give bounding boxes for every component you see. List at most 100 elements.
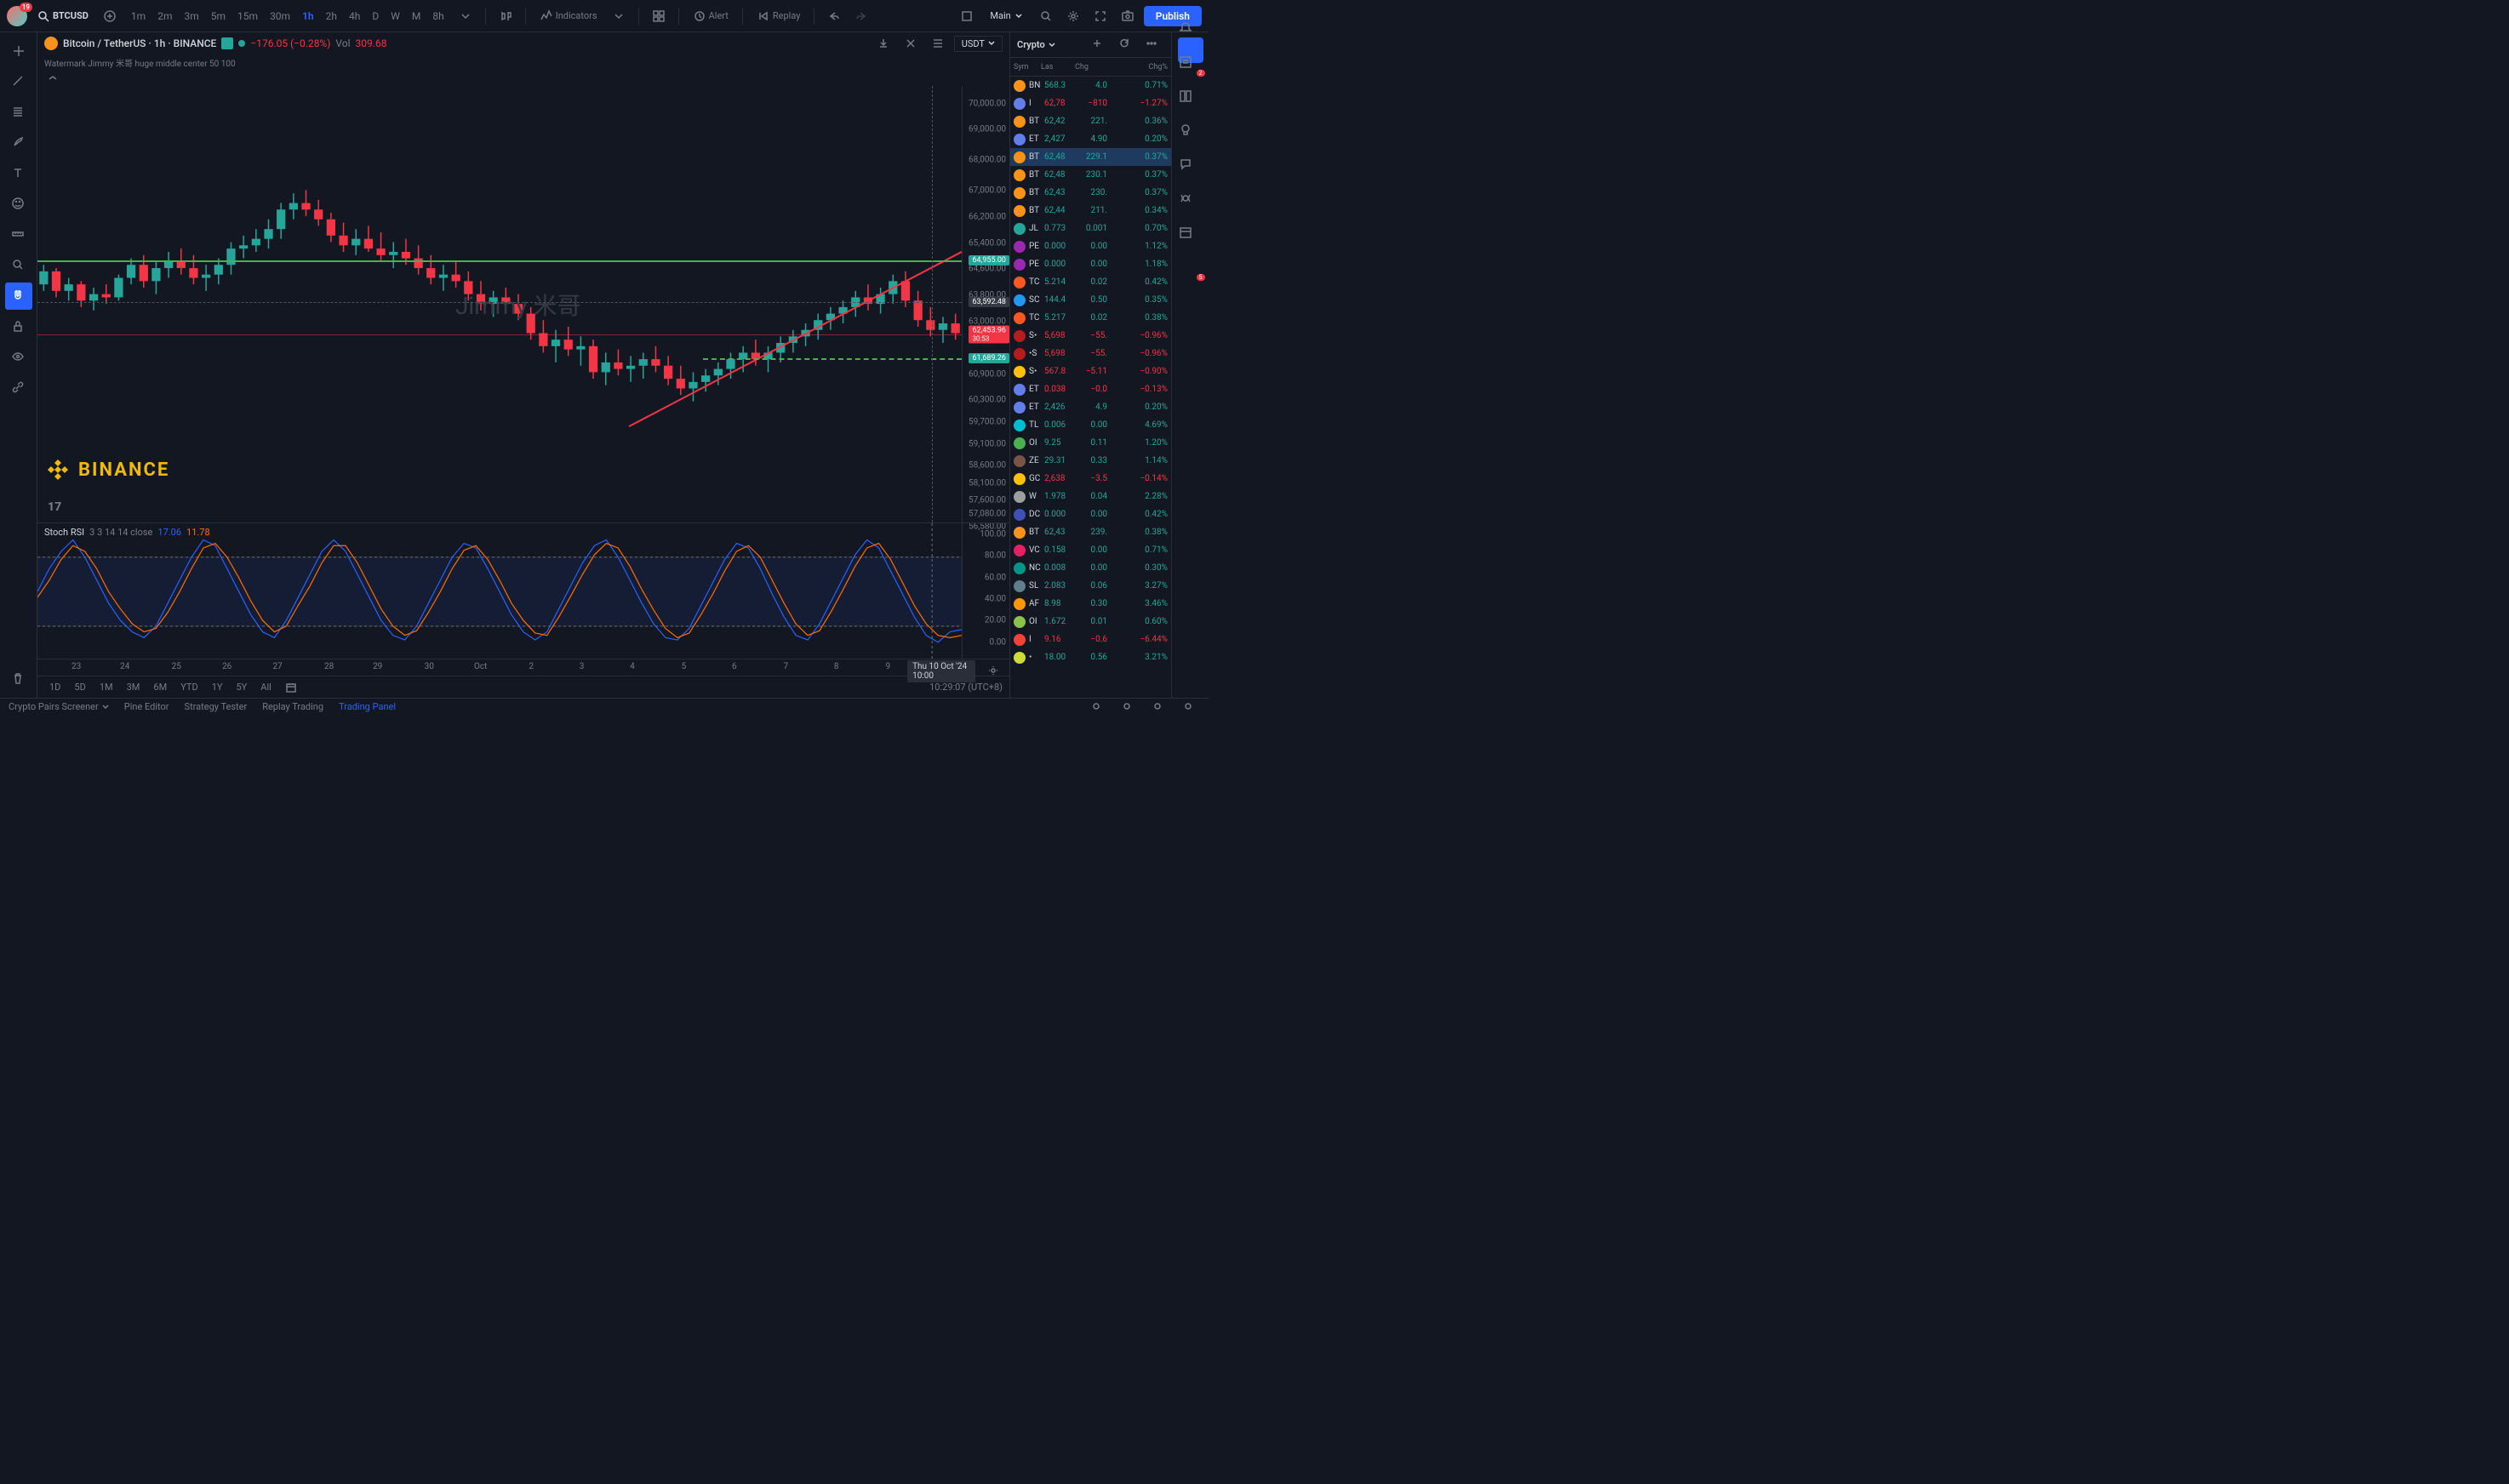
- watchlist-row[interactable]: VC 0.158 0.00 0.71%: [1010, 541, 1171, 559]
- symbol-search[interactable]: BTCUSD: [32, 8, 94, 25]
- watchlist-row[interactable]: BT 62,42 221. 0.36%: [1010, 112, 1171, 130]
- watchlist-row[interactable]: BT 62,48 229.1 0.37%: [1010, 148, 1171, 166]
- trendline-tool[interactable]: [5, 68, 32, 95]
- watchlist-row[interactable]: BT 62,48 230.1 0.37%: [1010, 166, 1171, 184]
- watchlist-row[interactable]: BN 568.3 4.0 0.71%: [1010, 77, 1171, 94]
- watchlist-refresh-button[interactable]: [1115, 34, 1137, 56]
- watchlist-row[interactable]: OI 9.25 0.11 1.20%: [1010, 434, 1171, 452]
- redo-button[interactable]: [850, 5, 872, 27]
- watchlist-add-button[interactable]: [1088, 34, 1110, 56]
- watchlist-row[interactable]: W 1.978 0.04 2.28%: [1010, 488, 1171, 505]
- range-1M[interactable]: 1M: [94, 679, 118, 695]
- watchlist-row[interactable]: ET 2,426 4.9 0.20%: [1010, 398, 1171, 416]
- fullscreen-button[interactable]: [1089, 5, 1112, 27]
- watchlist-row[interactable]: NC 0.008 0.00 0.30%: [1010, 559, 1171, 577]
- interval-M[interactable]: M: [407, 7, 426, 26]
- watchlist-row[interactable]: SL 2.083 0.06 3.27%: [1010, 577, 1171, 595]
- layout-button[interactable]: [956, 5, 978, 27]
- footer-tab-1[interactable]: Pine Editor: [124, 701, 169, 712]
- calendar-button[interactable]: [280, 676, 302, 699]
- link-tool[interactable]: [5, 374, 32, 402]
- interval-8h[interactable]: 8h: [427, 7, 449, 26]
- watchlist-more-button[interactable]: [1142, 34, 1164, 56]
- watchlist-row[interactable]: BT 62,43 239. 0.38%: [1010, 523, 1171, 541]
- main-chart-canvas[interactable]: Jimmy 米哥 BINANCE 17: [37, 86, 962, 522]
- footer-dot-icon[interactable]: [1086, 696, 1108, 718]
- range-All[interactable]: All: [255, 679, 277, 695]
- watchlist-row[interactable]: ET 0.038 −0.0 −0.13%: [1010, 380, 1171, 398]
- range-5D[interactable]: 5D: [69, 679, 90, 695]
- watchlist-row[interactable]: I 62,78 −810 −1.27%: [1010, 94, 1171, 112]
- watchlist-row[interactable]: JL 0.773 0.001 0.70%: [1010, 220, 1171, 237]
- magnet-tool[interactable]: [5, 283, 32, 310]
- interval-1h[interactable]: 1h: [297, 7, 319, 26]
- watchlist-row[interactable]: ZE 29.31 0.33 1.14%: [1010, 452, 1171, 470]
- settings-button[interactable]: [1062, 5, 1084, 27]
- range-3M[interactable]: 3M: [122, 679, 146, 695]
- watchlist-row[interactable]: TL 0.006 0.00 4.69%: [1010, 416, 1171, 434]
- cursor-tool[interactable]: [5, 37, 32, 65]
- interval-2m[interactable]: 2m: [152, 7, 177, 26]
- watchlist-row[interactable]: PE 0.000 0.00 1.12%: [1010, 237, 1171, 255]
- watchlist-row[interactable]: S• 5,698 −55. −0.96%: [1010, 327, 1171, 345]
- range-5Y[interactable]: 5Y: [231, 679, 252, 695]
- footer-grid-icon[interactable]: [1117, 696, 1139, 718]
- legend-collapse-button[interactable]: [44, 72, 61, 84]
- brush-tool[interactable]: [5, 129, 32, 157]
- footer-tab-2[interactable]: Strategy Tester: [185, 701, 248, 712]
- emoji-tool[interactable]: [5, 191, 32, 218]
- lock-tool[interactable]: [5, 313, 32, 340]
- range-YTD[interactable]: YTD: [175, 679, 203, 695]
- watchlist-title[interactable]: Crypto: [1017, 39, 1055, 50]
- fib-tool[interactable]: [5, 99, 32, 126]
- time-settings-icon[interactable]: [984, 661, 1006, 683]
- add-symbol-button[interactable]: [99, 5, 121, 27]
- chart-close-icon[interactable]: [900, 32, 922, 54]
- user-avatar[interactable]: 19: [7, 6, 27, 26]
- watchlist-row[interactable]: •S 5,698 −55. −0.96%: [1010, 345, 1171, 362]
- interval-1m[interactable]: 1m: [126, 7, 151, 26]
- snapshot-button[interactable]: [1117, 5, 1139, 27]
- indicator-axis[interactable]: 100.0080.0060.0040.0020.000.00: [962, 523, 1009, 659]
- watchlist-row[interactable]: I 9.16 −0.6 −6.44%: [1010, 631, 1171, 648]
- watchlist-row[interactable]: BT 62,44 211. 0.34%: [1010, 202, 1171, 220]
- watchlist-row[interactable]: DC 0.000 0.00 0.42%: [1010, 505, 1171, 523]
- interval-dropdown[interactable]: [454, 5, 477, 27]
- undo-button[interactable]: [823, 5, 845, 27]
- interval-15m[interactable]: 15m: [232, 7, 263, 26]
- range-6M[interactable]: 6M: [148, 679, 172, 695]
- indicators-dropdown[interactable]: [608, 5, 630, 27]
- chart-menu-icon[interactable]: [927, 32, 949, 54]
- watchlist-row[interactable]: S• 567.8 −5.11 −0.90%: [1010, 362, 1171, 380]
- calendar-tab[interactable]: 5: [1178, 276, 1203, 301]
- watchlist-row[interactable]: AF 8.98 0.30 3.46%: [1010, 595, 1171, 613]
- templates-button[interactable]: [648, 5, 670, 27]
- footer-expand-icon[interactable]: [1178, 696, 1200, 718]
- currency-selector[interactable]: USDT: [954, 36, 1003, 52]
- interval-30m[interactable]: 30m: [265, 7, 295, 26]
- interval-3m[interactable]: 3m: [179, 7, 203, 26]
- watchlist-row[interactable]: SC 144.4 0.50 0.35%: [1010, 291, 1171, 309]
- replay-button[interactable]: Replay: [752, 6, 806, 26]
- footer-tab-3[interactable]: Replay Trading: [262, 701, 323, 712]
- interval-2h[interactable]: 2h: [321, 7, 342, 26]
- interval-W[interactable]: W: [386, 7, 405, 26]
- watchlist-row[interactable]: OI 1.672 0.01 0.60%: [1010, 613, 1171, 631]
- interval-4h[interactable]: 4h: [344, 7, 365, 26]
- range-1D[interactable]: 1D: [44, 679, 66, 695]
- indicators-button[interactable]: Indicators: [534, 6, 603, 26]
- footer-tab-0[interactable]: Crypto Pairs Screener: [9, 701, 99, 712]
- eye-tool[interactable]: [5, 344, 32, 371]
- watchlist-row[interactable]: PE 0.000 0.00 1.18%: [1010, 255, 1171, 273]
- watchlist-row[interactable]: ET 2,427 4.90 0.20%: [1010, 130, 1171, 148]
- alert-button[interactable]: Alert: [688, 6, 734, 26]
- zoom-tool[interactable]: [5, 252, 32, 279]
- watchlist-row[interactable]: • 18.00 0.56 3.21%: [1010, 648, 1171, 666]
- indicator-canvas[interactable]: Stoch RSI 3 3 14 14 close 17.06 11.78: [37, 523, 962, 659]
- watchlist-row[interactable]: GC 2,638 −3.5 −0.14%: [1010, 470, 1171, 488]
- interval-D[interactable]: D: [367, 7, 384, 26]
- footer-more-icon[interactable]: [1147, 696, 1169, 718]
- interval-5m[interactable]: 5m: [206, 7, 231, 26]
- watchlist-row[interactable]: TC 5.217 0.02 0.38%: [1010, 309, 1171, 327]
- footer-tab-4[interactable]: Trading Panel: [339, 701, 396, 712]
